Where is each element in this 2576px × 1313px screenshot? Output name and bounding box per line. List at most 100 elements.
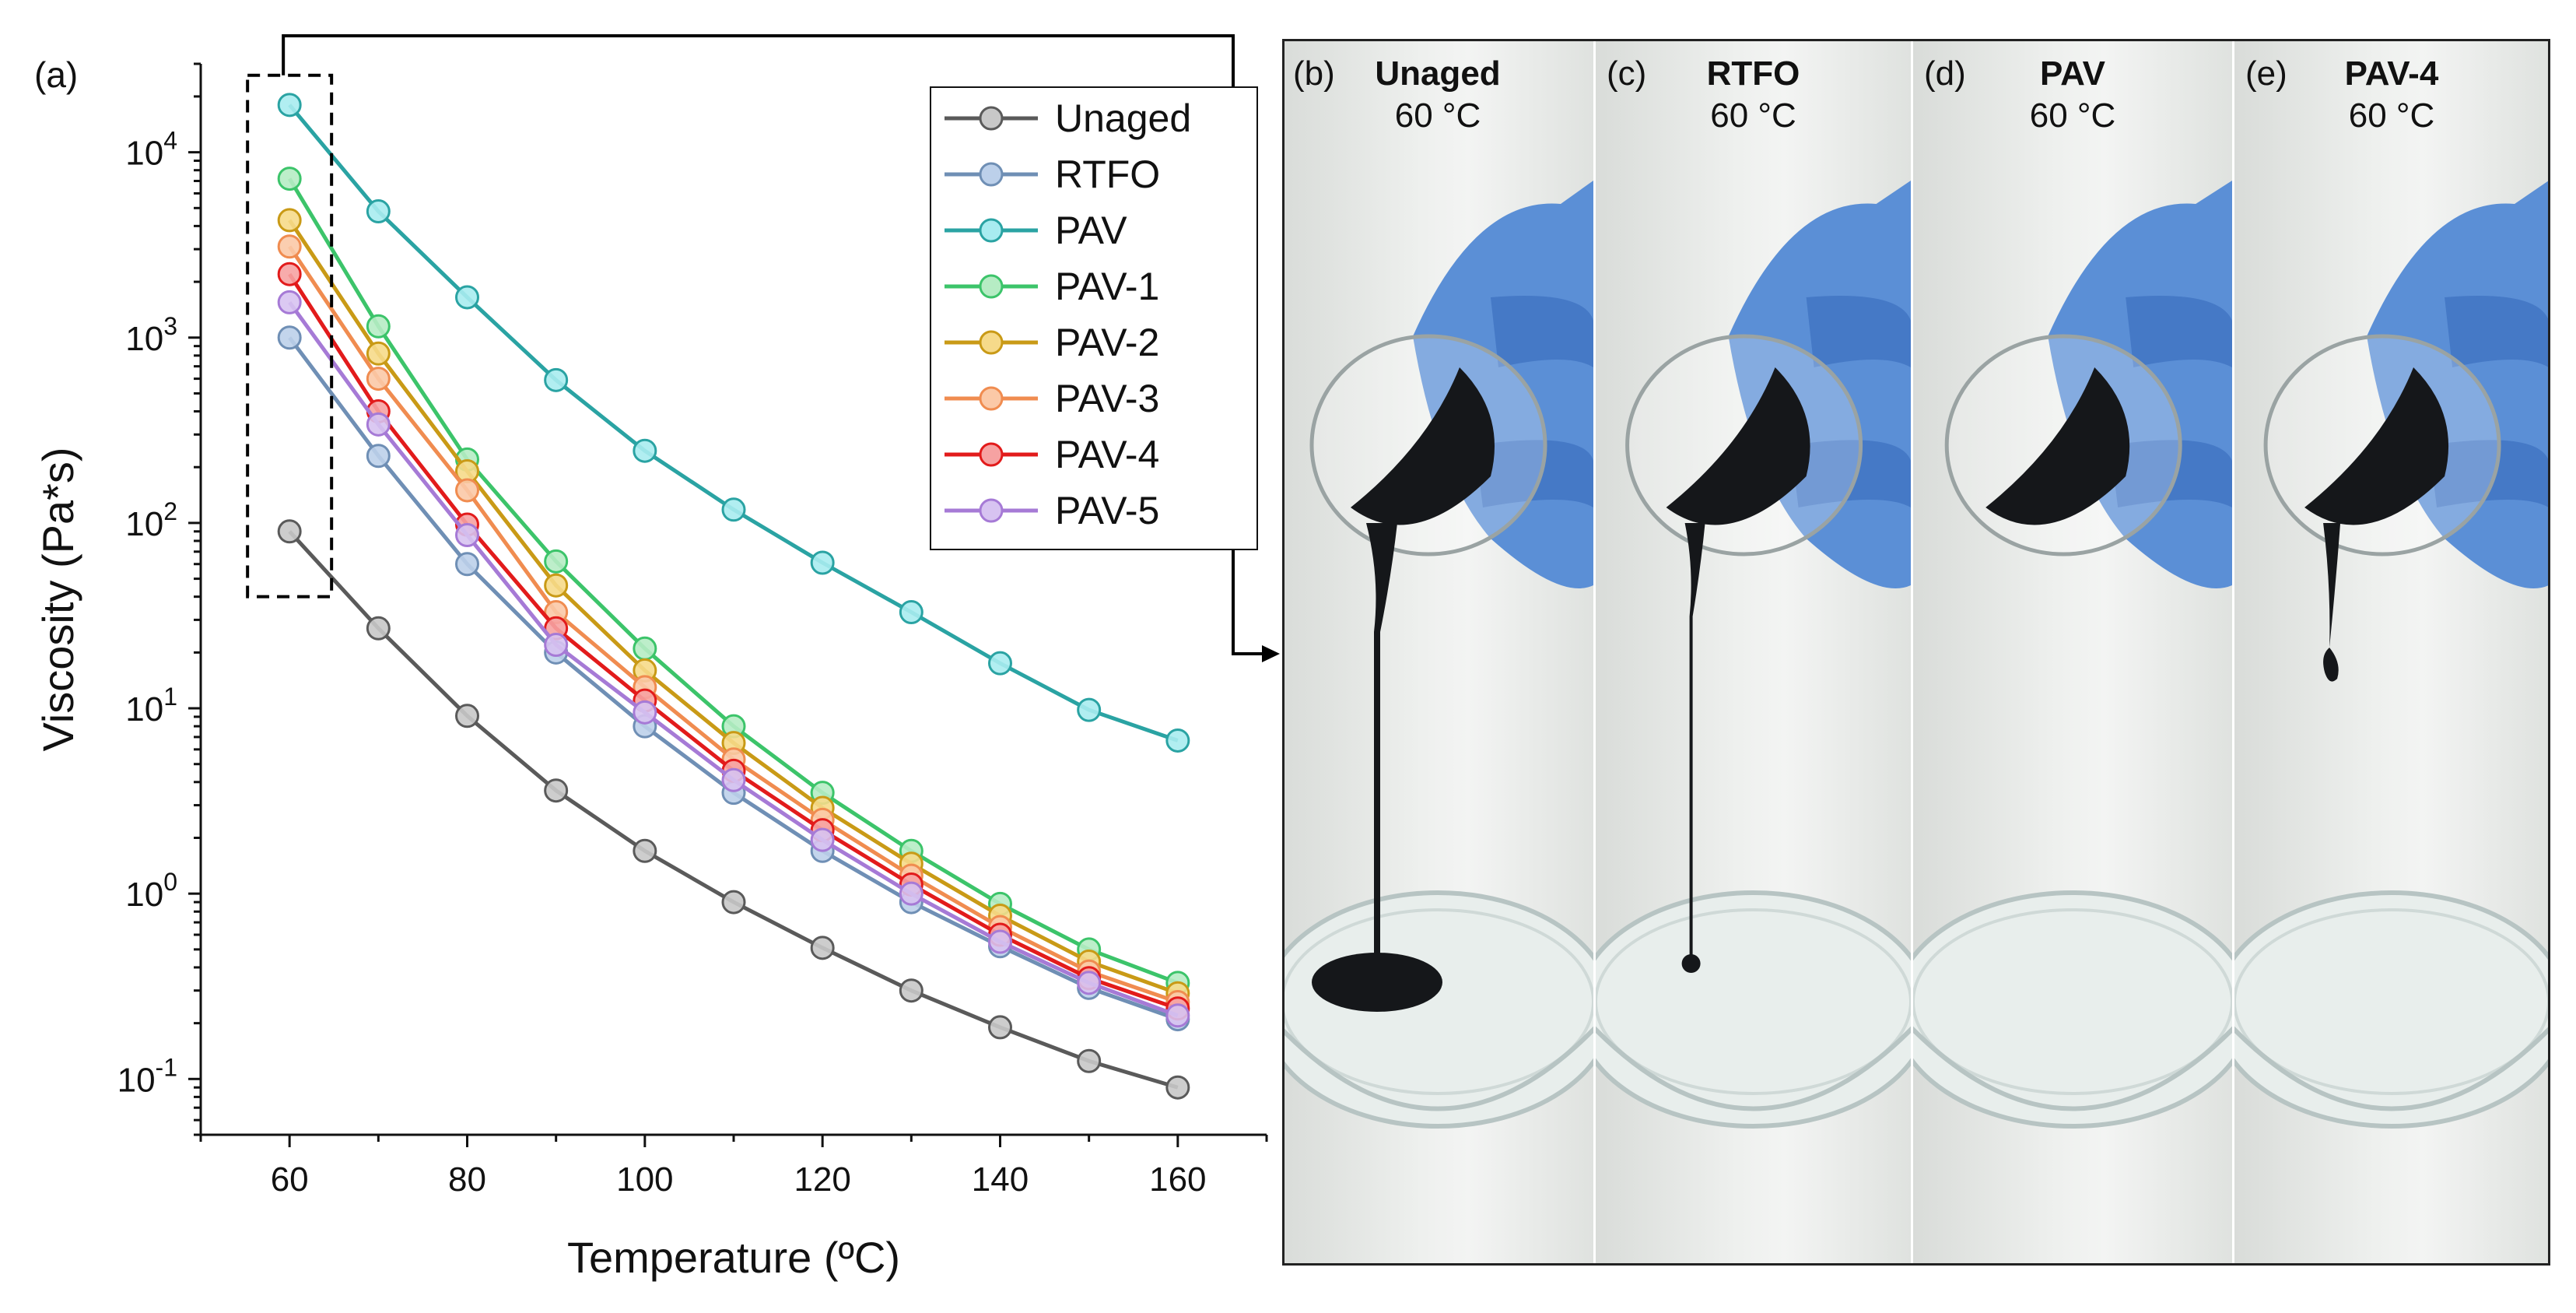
data-point <box>899 978 924 1003</box>
data-point <box>633 700 657 725</box>
x-tick-label: 120 <box>794 1160 850 1199</box>
pour-illustration <box>1596 181 1911 1129</box>
asphalt-in-beaker <box>1666 367 1810 525</box>
panel-temperature: 60 °C <box>2348 97 2435 135</box>
petri-dish <box>2234 890 2549 1129</box>
asphalt-in-beaker <box>2304 367 2449 525</box>
panel-title: PAV <box>2040 54 2105 93</box>
data-point <box>899 600 924 625</box>
y-axis-label: Viscosity (Pa*s) <box>33 447 82 751</box>
panel-tag: (d) <box>1924 54 1966 93</box>
legend-marker <box>979 162 1004 187</box>
legend-label: PAV-5 <box>1055 489 1159 532</box>
series-pav-2 <box>277 208 1190 1006</box>
series-pav-1 <box>277 167 1190 995</box>
asphalt-thread <box>1684 523 1705 955</box>
asphalt-stream <box>1366 523 1397 959</box>
data-point <box>455 552 479 577</box>
series-line <box>288 530 1179 1090</box>
legend-marker <box>979 274 1004 299</box>
x-tick-label: 60 <box>271 1160 309 1199</box>
glove-finger-shadow <box>1790 440 1911 507</box>
y-tick-label: 10-1 <box>117 1053 177 1099</box>
legend-label: PAV <box>1055 209 1127 252</box>
data-point <box>988 1015 1012 1040</box>
panel-temperature: 60 °C <box>1394 97 1481 135</box>
dish-base <box>1282 1026 1593 1111</box>
data-point <box>455 478 479 503</box>
data-point <box>366 616 391 641</box>
panel-temperature: 60 °C <box>1710 97 1796 135</box>
data-point <box>810 827 835 852</box>
series-pav-5 <box>277 290 1190 1028</box>
glove-finger-shadow <box>2429 440 2549 507</box>
panel-label: (a) <box>34 54 78 95</box>
asphalt-puddle <box>1312 953 1442 1012</box>
pour-illustration <box>2234 181 2549 1129</box>
legend-label: PAV-4 <box>1055 433 1159 476</box>
y-tick-label: 102 <box>125 497 177 543</box>
legend: Unaged RTFO PAV PAV-1 PAV-2 PAV-3 PAV-4 PAV-5 <box>930 86 1258 550</box>
photo-panel-pav: (d) PAV 60 °C <box>1913 40 2232 1264</box>
legend-label: RTFO <box>1055 153 1160 196</box>
x-tick-label: 140 <box>972 1160 1029 1199</box>
data-point <box>366 199 391 224</box>
data-point <box>544 778 569 803</box>
legend-marker <box>979 218 1004 243</box>
glove-finger-shadow <box>1491 296 1593 367</box>
asphalt-in-beaker <box>1985 367 2130 525</box>
x-axis-label: Temperature (ºC) <box>567 1233 900 1282</box>
data-point <box>455 522 479 547</box>
panel-temperature: 60 °C <box>2029 97 2116 135</box>
data-point <box>366 367 391 391</box>
glove-finger-shadow <box>1475 440 1593 507</box>
legend-label: PAV-3 <box>1055 377 1159 420</box>
legend-marker <box>979 330 1004 355</box>
x-tick-label: 100 <box>616 1160 673 1199</box>
asphalt-drop <box>1681 954 1701 973</box>
data-point <box>633 636 657 661</box>
data-point <box>366 341 391 366</box>
series-unaged <box>277 519 1190 1100</box>
panel-title: Unaged <box>1375 54 1501 93</box>
legend-label: Unaged <box>1055 97 1191 140</box>
data-point <box>1077 1048 1102 1073</box>
data-point <box>633 438 657 463</box>
legend-marker <box>979 498 1004 523</box>
data-point <box>1077 971 1102 995</box>
data-point <box>277 167 302 191</box>
data-point <box>544 632 569 657</box>
panel-title: RTFO <box>1706 54 1800 93</box>
dish-base <box>2234 1026 2549 1111</box>
pour-illustration <box>1913 181 2232 1129</box>
y-tick-label: 104 <box>125 127 177 173</box>
data-point <box>277 234 302 259</box>
data-point <box>721 767 746 792</box>
data-point <box>1165 728 1190 753</box>
data-point <box>277 262 302 286</box>
legend-marker <box>979 106 1004 131</box>
photo-panel-rtfo: (c) RTFO 60 °C <box>1596 40 1911 1264</box>
data-point <box>988 929 1012 954</box>
legend-marker <box>979 442 1004 467</box>
x-tick-label: 160 <box>1149 1160 1206 1199</box>
glove-finger-shadow <box>2445 296 2549 367</box>
dish-inner-rim <box>1913 908 2232 1095</box>
asphalt-in-beaker <box>1351 367 1495 525</box>
data-point <box>455 285 479 310</box>
dish-base <box>1913 1026 2232 1111</box>
data-point <box>544 573 569 598</box>
data-point <box>277 290 302 314</box>
petri-dish <box>1282 890 1593 1129</box>
panel-tag: (e) <box>2245 54 2287 93</box>
data-point <box>899 881 924 906</box>
data-point <box>1077 697 1102 722</box>
petri-dish <box>1913 890 2232 1129</box>
data-point <box>277 325 302 350</box>
data-point <box>366 314 391 339</box>
callout-arrowhead <box>1262 645 1280 662</box>
dish-base <box>1596 1026 1911 1111</box>
data-point <box>455 704 479 728</box>
photo-panel-pav-4: (e) PAV-4 60 °C <box>2234 40 2549 1264</box>
data-point <box>544 367 569 392</box>
